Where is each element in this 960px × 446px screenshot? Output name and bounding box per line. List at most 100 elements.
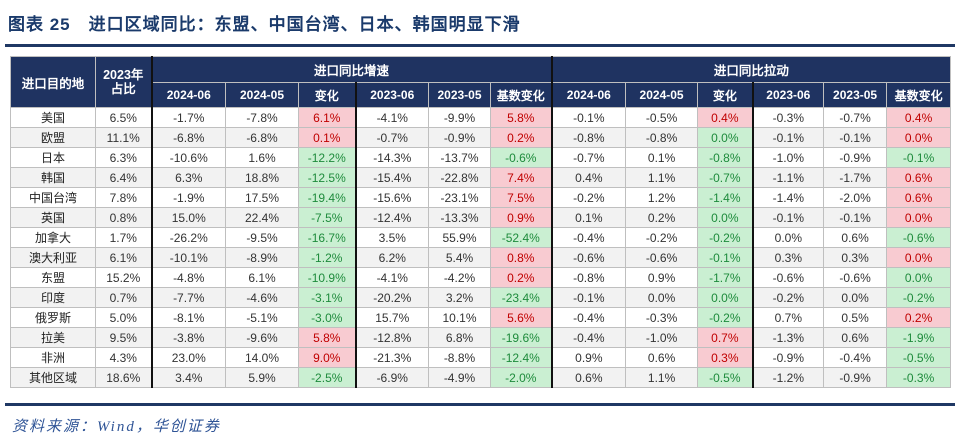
table-row: 澳大利亚 6.1% -10.1% -8.9% -1.2% 6.2% 5.4% 0.8% -0.6…: [10, 247, 952, 268]
value-cell: 1.1%: [625, 367, 699, 388]
value-cell: -10.1%: [151, 247, 226, 268]
value-cell: -12.2%: [298, 147, 357, 168]
value-cell: -0.2%: [551, 187, 627, 208]
value-cell: -1.2%: [298, 247, 357, 268]
value-cell: 0.4%: [697, 107, 754, 128]
value-cell: 0.1%: [298, 127, 357, 148]
value-cell: 0.6%: [823, 227, 888, 248]
share-value-cell: 0.8%: [95, 207, 153, 228]
value-cell: -3.0%: [298, 307, 357, 328]
value-cell: -0.6%: [886, 227, 952, 248]
value-cell: 0.9%: [625, 267, 699, 288]
value-cell: 10.1%: [428, 307, 491, 328]
value-cell: -12.4%: [355, 207, 429, 228]
share-value-cell: 6.4%: [95, 167, 153, 188]
value-cell: 0.6%: [625, 347, 699, 368]
value-cell: -22.8%: [428, 167, 491, 188]
col-header-p-change: 变化: [697, 82, 754, 108]
col-header-p-2023-05: 2023-05: [823, 82, 888, 108]
value-cell: 0.6%: [886, 167, 952, 188]
col-header-g-change: 变化: [298, 82, 357, 108]
value-cell: -2.0%: [823, 187, 888, 208]
value-cell: -6.8%: [151, 127, 226, 148]
value-cell: 1.2%: [625, 187, 699, 208]
col-header-g-2023-05: 2023-05: [428, 82, 491, 108]
value-cell: 0.0%: [752, 227, 825, 248]
value-cell: -0.3%: [752, 107, 825, 128]
value-cell: -1.9%: [886, 327, 952, 348]
value-cell: -1.4%: [752, 187, 825, 208]
table-row: 印度 0.7% -7.7% -4.6% -3.1% -20.2% 3.2% -23.4% -0.…: [10, 287, 952, 308]
value-cell: -0.4%: [551, 227, 627, 248]
value-cell: 6.1%: [298, 107, 357, 128]
share-value-cell: 0.7%: [95, 287, 153, 308]
table-header: 进口目的地 2023年 占比 进口同比增速 进口同比拉动 2024-06 202…: [10, 56, 952, 108]
value-cell: 0.9%: [489, 207, 553, 228]
col-header-g-2024-06: 2024-06: [151, 82, 226, 108]
value-cell: 0.4%: [551, 167, 627, 188]
value-cell: 0.3%: [823, 247, 888, 268]
value-cell: 0.1%: [625, 147, 699, 168]
region-name-cell: 拉美: [10, 327, 96, 348]
value-cell: 15.0%: [151, 207, 226, 228]
share-value-cell: 5.0%: [95, 307, 153, 328]
region-name-cell: 中国台湾: [10, 187, 96, 208]
value-cell: -4.6%: [225, 287, 299, 308]
value-cell: 0.0%: [625, 287, 699, 308]
value-cell: 7.4%: [489, 167, 553, 188]
value-cell: 5.8%: [489, 107, 553, 128]
value-cell: -2.5%: [298, 367, 357, 388]
value-cell: -1.2%: [752, 367, 825, 388]
value-cell: 0.8%: [489, 247, 553, 268]
value-cell: -52.4%: [489, 227, 553, 248]
share-header: 2023年 占比: [95, 56, 153, 108]
region-name-cell: 俄罗斯: [10, 307, 96, 328]
source-note: 资料来源：Wind，华创证券: [12, 419, 221, 435]
value-cell: -0.1%: [752, 127, 825, 148]
value-cell: -21.3%: [355, 347, 429, 368]
col-header-p-2024-05: 2024-05: [625, 82, 699, 108]
value-cell: -8.9%: [225, 247, 299, 268]
value-cell: -4.8%: [151, 267, 226, 288]
value-cell: -0.3%: [625, 307, 699, 328]
value-cell: 0.7%: [752, 307, 825, 328]
value-cell: 0.0%: [697, 207, 754, 228]
value-cell: -0.6%: [551, 247, 627, 268]
value-cell: -0.9%: [823, 367, 888, 388]
value-cell: -9.6%: [225, 327, 299, 348]
value-cell: 0.9%: [551, 347, 627, 368]
value-cell: -3.1%: [298, 287, 357, 308]
col-header-g-base-change: 基数变化: [489, 82, 553, 108]
value-cell: 3.2%: [428, 287, 491, 308]
value-cell: 18.8%: [225, 167, 299, 188]
value-cell: 0.0%: [886, 267, 952, 288]
table-body: 美国 6.5% -1.7% -7.8% 6.1% -4.1% -9.9% 5.8% -0.1% -…: [10, 107, 952, 388]
value-cell: -23.4%: [489, 287, 553, 308]
value-cell: -0.1%: [697, 247, 754, 268]
value-cell: -26.2%: [151, 227, 226, 248]
value-cell: -0.3%: [886, 367, 952, 388]
share-value-cell: 15.2%: [95, 267, 153, 288]
value-cell: -4.1%: [355, 267, 429, 288]
value-cell: -0.9%: [752, 347, 825, 368]
value-cell: -7.5%: [298, 207, 357, 228]
region-name-cell: 澳大利亚: [10, 247, 96, 268]
value-cell: -7.8%: [225, 107, 299, 128]
value-cell: -15.4%: [355, 167, 429, 188]
value-cell: -0.9%: [428, 127, 491, 148]
region-name-cell: 加拿大: [10, 227, 96, 248]
value-cell: -0.2%: [697, 307, 754, 328]
value-cell: -16.7%: [298, 227, 357, 248]
table-row: 英国 0.8% 15.0% 22.4% -7.5% -12.4% -13.3% 0.9% 0.1…: [10, 207, 952, 228]
value-cell: -19.4%: [298, 187, 357, 208]
value-cell: -0.4%: [823, 347, 888, 368]
value-cell: 3.4%: [151, 367, 226, 388]
value-cell: 0.3%: [752, 247, 825, 268]
value-cell: -6.8%: [225, 127, 299, 148]
value-cell: 0.2%: [886, 307, 952, 328]
region-name-cell: 英国: [10, 207, 96, 228]
value-cell: -0.7%: [355, 127, 429, 148]
table-row: 其他区域 18.6% 3.4% 5.9% -2.5% -6.9% -4.9% -2.0% 0.6…: [10, 367, 952, 388]
title-divider: [5, 44, 955, 47]
region-name-cell: 韩国: [10, 167, 96, 188]
